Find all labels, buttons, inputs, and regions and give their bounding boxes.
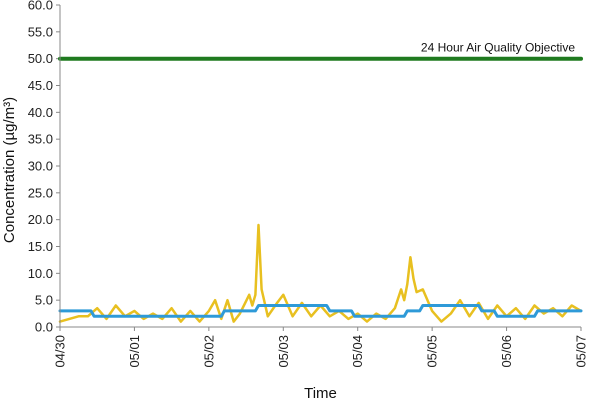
- objective-annotation: 24 Hour Air Quality Objective: [421, 41, 575, 55]
- x-tick-label: 05/02: [201, 335, 216, 368]
- x-tick-label: 05/01: [127, 335, 142, 368]
- y-tick-label: 35.0: [28, 132, 53, 147]
- series-layer: [58, 56, 583, 323]
- x-axis-title: Time: [304, 385, 337, 400]
- y-tick-label: 30.0: [28, 159, 53, 174]
- y-tick-label: 20.0: [28, 212, 53, 227]
- y-tick-label: 60.0: [28, 0, 53, 13]
- y-tick-label: 15.0: [28, 239, 53, 254]
- x-tick-label: 05/05: [425, 335, 440, 368]
- y-axis-ticks: 0.0 5.0 10.0 15.0 20.0 25.0 30.0 35.0 40.0 45.0 50…: [28, 0, 60, 335]
- x-tick-label: 05/03: [276, 335, 291, 368]
- x-tick-label: 05/04: [350, 335, 365, 368]
- y-tick-label: 50.0: [28, 51, 53, 66]
- y-axis-title: Concentration (µg/m³): [1, 97, 18, 243]
- y-tick-label: 5.0: [35, 293, 53, 308]
- y-tick-label: 45.0: [28, 78, 53, 93]
- annotation-layer: 24 Hour Air Quality Objective: [421, 41, 575, 55]
- series-line-2: [58, 304, 583, 318]
- y-tick-label: 10.0: [28, 266, 53, 281]
- x-tick-label: 05/06: [499, 335, 514, 368]
- y-tick-label: 40.0: [28, 105, 53, 120]
- x-tick-label: 04/30: [53, 335, 68, 368]
- x-tick-label: 05/07: [574, 335, 589, 368]
- x-axis-ticks: 04/30 05/01 05/02 05/03 05/04 05/05 05/06 05/07: [53, 327, 589, 368]
- series-line-1: [58, 223, 583, 323]
- y-tick-label: 55.0: [28, 24, 53, 39]
- y-tick-label: 0.0: [35, 320, 53, 335]
- y-tick-label: 25.0: [28, 185, 53, 200]
